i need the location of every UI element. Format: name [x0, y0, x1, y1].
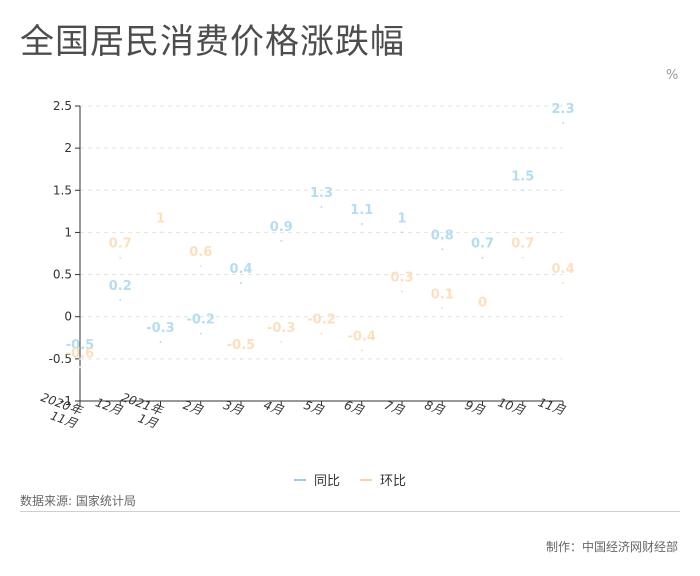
marks-layer: -0.5 0.2 -0.3 -0.2 0.4 0.9 1.3 1.1 1 0.8 0.7 1.5 2.3…	[66, 102, 575, 369]
point-tongbi	[401, 231, 403, 234]
y-tick-label: 0	[64, 310, 72, 324]
data-label-tongbi: -0.2	[187, 313, 215, 328]
x-tick-label: 5月	[302, 398, 326, 418]
point-tongbi	[521, 189, 524, 192]
data-label-tongbi: -0.5	[66, 338, 94, 353]
y-tick-label: 0.5	[53, 268, 72, 282]
x-tick-label-group: 3月	[222, 398, 246, 418]
point-huanbi	[562, 282, 564, 284]
legend: 同比 环比	[0, 470, 700, 489]
data-label-huanbi: -0.3	[267, 321, 295, 336]
x-tick-label-group: 4月	[262, 398, 286, 418]
data-source-note: 数据来源: 国家统计局	[20, 494, 136, 508]
point-tongbi	[119, 298, 122, 301]
y-tick-label: -0.5	[49, 352, 72, 366]
x-tick-label-group: 5月	[302, 398, 326, 418]
x-tick-label-group: 2月	[181, 398, 205, 418]
legend-item-huanbi[interactable]: 环比	[360, 470, 406, 489]
point-huanbi	[280, 341, 283, 343]
data-label-huanbi: 0.7	[511, 237, 534, 252]
data-label-huanbi: -0.2	[307, 313, 335, 328]
x-tick-label-group: 11月	[536, 395, 567, 418]
x-tick-label-group: 8月	[423, 398, 447, 418]
x-tick-label: 7月	[383, 398, 407, 418]
point-huanbi	[240, 357, 242, 360]
y-tick-label: 2	[64, 141, 72, 155]
y-tick-label: -1	[60, 394, 72, 408]
point-tongbi	[320, 206, 323, 209]
point-huanbi	[119, 256, 122, 259]
x-tick-label: 9月	[463, 398, 487, 418]
data-label-tongbi: 1.1	[350, 203, 373, 218]
legend-label-tongbi: 同比	[313, 474, 340, 489]
y-axis-unit: %	[666, 68, 679, 83]
x-tick-label-group: 9月	[463, 398, 487, 418]
x-tick-label-group: 6月	[342, 398, 366, 418]
point-huanbi	[320, 332, 323, 335]
data-label-tongbi: 0.4	[229, 262, 252, 277]
data-label-tongbi: 1.3	[310, 186, 333, 201]
point-huanbi	[441, 307, 444, 310]
x-tick-label: 1月	[136, 411, 160, 431]
data-label-huanbi: -0.6	[66, 346, 94, 361]
x-tick-label: 3月	[222, 398, 246, 418]
chart-title: 全国居民消费价格涨跌幅	[20, 22, 405, 62]
point-huanbi	[481, 315, 484, 318]
data-label-huanbi: 0.3	[390, 270, 413, 285]
x-tick-label: 2月	[181, 398, 205, 418]
x-tick-label-group: 10月	[496, 395, 527, 418]
point-tongbi	[240, 282, 242, 284]
data-label-tongbi: 1.5	[511, 169, 534, 184]
point-tongbi	[199, 332, 202, 335]
point-tongbi	[481, 256, 484, 259]
x-tick-label: 8月	[423, 398, 447, 418]
data-label-huanbi: 1	[156, 211, 165, 226]
legend-item-tongbi[interactable]: 同比	[293, 470, 340, 489]
data-label-tongbi: 0.2	[109, 279, 132, 294]
legend-label-huanbi: 环比	[380, 474, 407, 489]
x-tick-label: 4月	[262, 398, 286, 418]
point-huanbi	[79, 366, 81, 369]
y-tick-label: 1.5	[53, 183, 72, 197]
data-label-tongbi: 2.3	[551, 102, 574, 117]
data-label-huanbi: -0.5	[227, 338, 255, 353]
x-tick-label-group: 7月	[383, 398, 407, 418]
footer-divider	[20, 511, 680, 512]
data-label-tongbi: -0.3	[146, 321, 174, 336]
legend-swatch-tongbi	[293, 478, 306, 481]
data-label-tongbi: 0.9	[270, 220, 293, 235]
credit-note: 制作：中国经济网财经部	[545, 540, 678, 554]
data-label-tongbi: 0.8	[431, 228, 454, 243]
grid-layer	[80, 105, 563, 402]
y-tick-label: 1	[64, 225, 72, 239]
point-tongbi	[280, 239, 283, 242]
data-label-huanbi: 0.6	[189, 245, 212, 260]
point-huanbi	[521, 256, 524, 259]
x-tick-label: 11月	[536, 395, 567, 418]
data-label-huanbi: 0	[478, 296, 487, 311]
data-label-huanbi: 0.7	[109, 237, 132, 252]
point-tongbi	[562, 121, 564, 124]
data-label-huanbi: 0.1	[431, 287, 454, 302]
point-tongbi	[79, 357, 81, 360]
point-huanbi	[159, 231, 162, 234]
point-huanbi	[360, 349, 363, 352]
x-tick-label: 6月	[342, 398, 366, 418]
point-tongbi	[441, 248, 444, 251]
point-huanbi	[199, 265, 202, 268]
legend-swatch-huanbi	[360, 478, 372, 481]
data-label-tongbi: 0.7	[471, 237, 494, 252]
point-huanbi	[401, 290, 403, 293]
point-tongbi	[360, 223, 363, 225]
data-label-huanbi: 0.4	[551, 262, 574, 277]
y-tick-label: 2.5	[53, 99, 72, 113]
point-tongbi	[159, 341, 162, 343]
x-tick-label: 10月	[496, 395, 527, 418]
data-label-tongbi: 1	[397, 211, 406, 226]
data-label-huanbi: -0.4	[348, 329, 376, 344]
